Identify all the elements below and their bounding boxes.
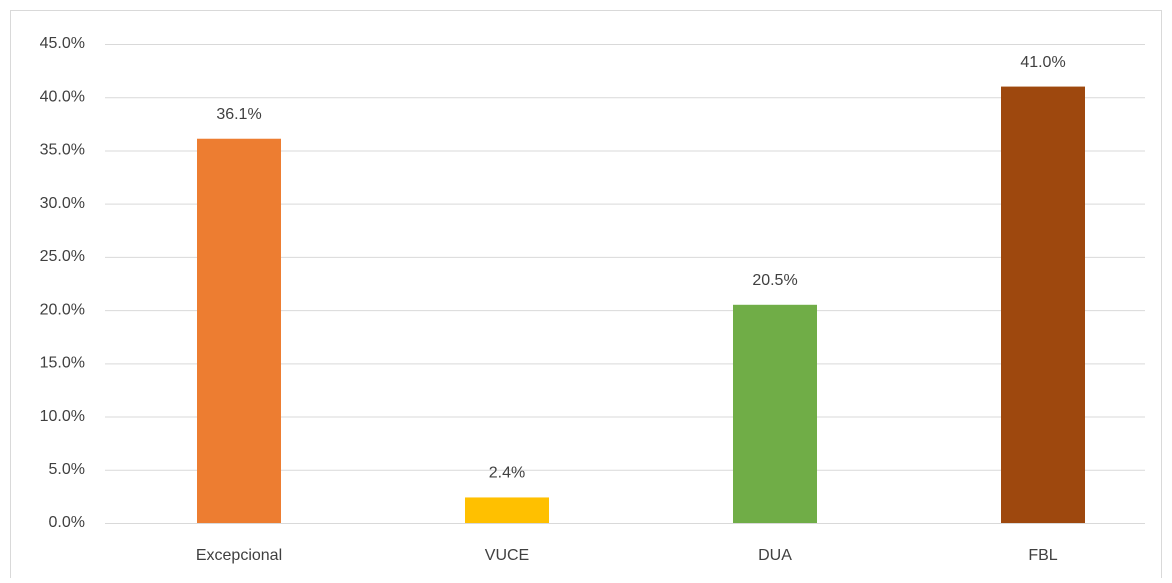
bar [1001,86,1085,524]
x-tick-label: Excepcional [196,547,282,564]
y-tick-label: 20.0% [40,301,85,318]
bar [733,304,817,523]
y-tick-label: 0.0% [49,514,85,531]
y-tick-label: 40.0% [40,88,85,105]
value-label: 20.5% [752,272,797,289]
bar [197,138,281,524]
bar [465,497,549,523]
y-tick-label: 35.0% [40,142,85,159]
value-label: 41.0% [1020,54,1065,71]
y-tick-label: 5.0% [49,461,85,478]
y-tick-label: 25.0% [40,248,85,265]
chart-frame [10,10,1162,583]
y-tick-label: 15.0% [40,355,85,372]
value-label: 36.1% [216,106,261,123]
x-tick-label: FBL [1028,547,1057,564]
value-label: 2.4% [489,465,525,482]
x-tick-label: DUA [758,547,792,564]
x-tick-label: VUCE [485,547,529,564]
y-tick-label: 10.0% [40,408,85,425]
y-tick-label: 30.0% [40,195,85,212]
y-tick-label: 45.0% [40,35,85,52]
